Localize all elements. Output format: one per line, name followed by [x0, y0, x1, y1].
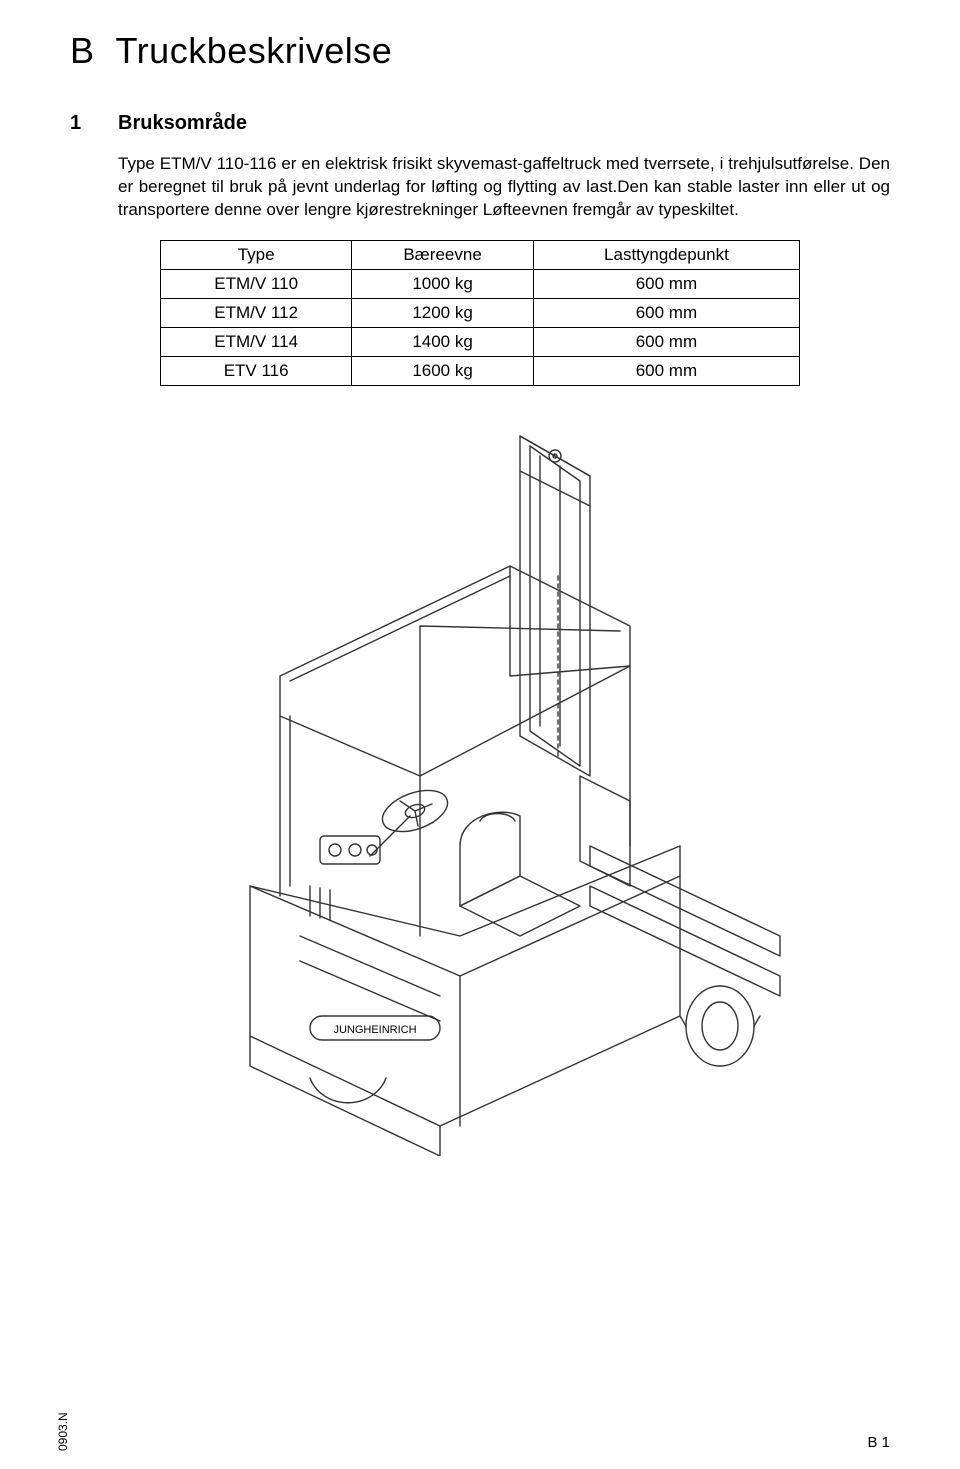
table-header: Bæreevne [352, 240, 534, 269]
footer-code: 0903.N [56, 1412, 70, 1451]
table-cell: 600 mm [533, 327, 799, 356]
chapter-name: Truckbeskrivelse [116, 30, 393, 71]
brand-label: JUNGHEINRICH [333, 1024, 416, 1036]
table-row: ETM/V 114 1400 kg 600 mm [161, 327, 800, 356]
table-cell: 1000 kg [352, 269, 534, 298]
section-number: 1 [70, 112, 118, 135]
page: B Truckbeskrivelse 1 Bruksområde Type ET… [0, 0, 960, 1469]
table-cell: 1600 kg [352, 356, 534, 385]
table-cell: 600 mm [533, 298, 799, 327]
footer-page: B 1 [867, 1434, 890, 1451]
table-cell: 600 mm [533, 269, 799, 298]
section-paragraph: Type ETM/V 110-116 er en elektrisk frisi… [118, 153, 890, 222]
spec-table: Type Bæreevne Lasttyngdepunkt ETM/V 110 … [160, 240, 800, 386]
table-cell: ETM/V 112 [161, 298, 352, 327]
chapter-title: B Truckbeskrivelse [70, 30, 890, 72]
table-row: ETM/V 110 1000 kg 600 mm [161, 269, 800, 298]
section-header: 1 Bruksområde [70, 112, 890, 135]
chapter-letter: B [70, 30, 95, 71]
table-header-row: Type Bæreevne Lasttyngdepunkt [161, 240, 800, 269]
table-cell: 1200 kg [352, 298, 534, 327]
table-row: ETV 116 1600 kg 600 mm [161, 356, 800, 385]
table-cell: ETM/V 114 [161, 327, 352, 356]
page-footer: 0903.N B 1 [70, 1434, 890, 1451]
table-cell: ETM/V 110 [161, 269, 352, 298]
table-row: ETM/V 112 1200 kg 600 mm [161, 298, 800, 327]
table-header: Type [161, 240, 352, 269]
table-cell: ETV 116 [161, 356, 352, 385]
table-cell: 1400 kg [352, 327, 534, 356]
forklift-illustration: JUNGHEINRICH [160, 416, 800, 1156]
table-header: Lasttyngdepunkt [533, 240, 799, 269]
section-heading: Bruksområde [118, 112, 247, 135]
table-cell: 600 mm [533, 356, 799, 385]
